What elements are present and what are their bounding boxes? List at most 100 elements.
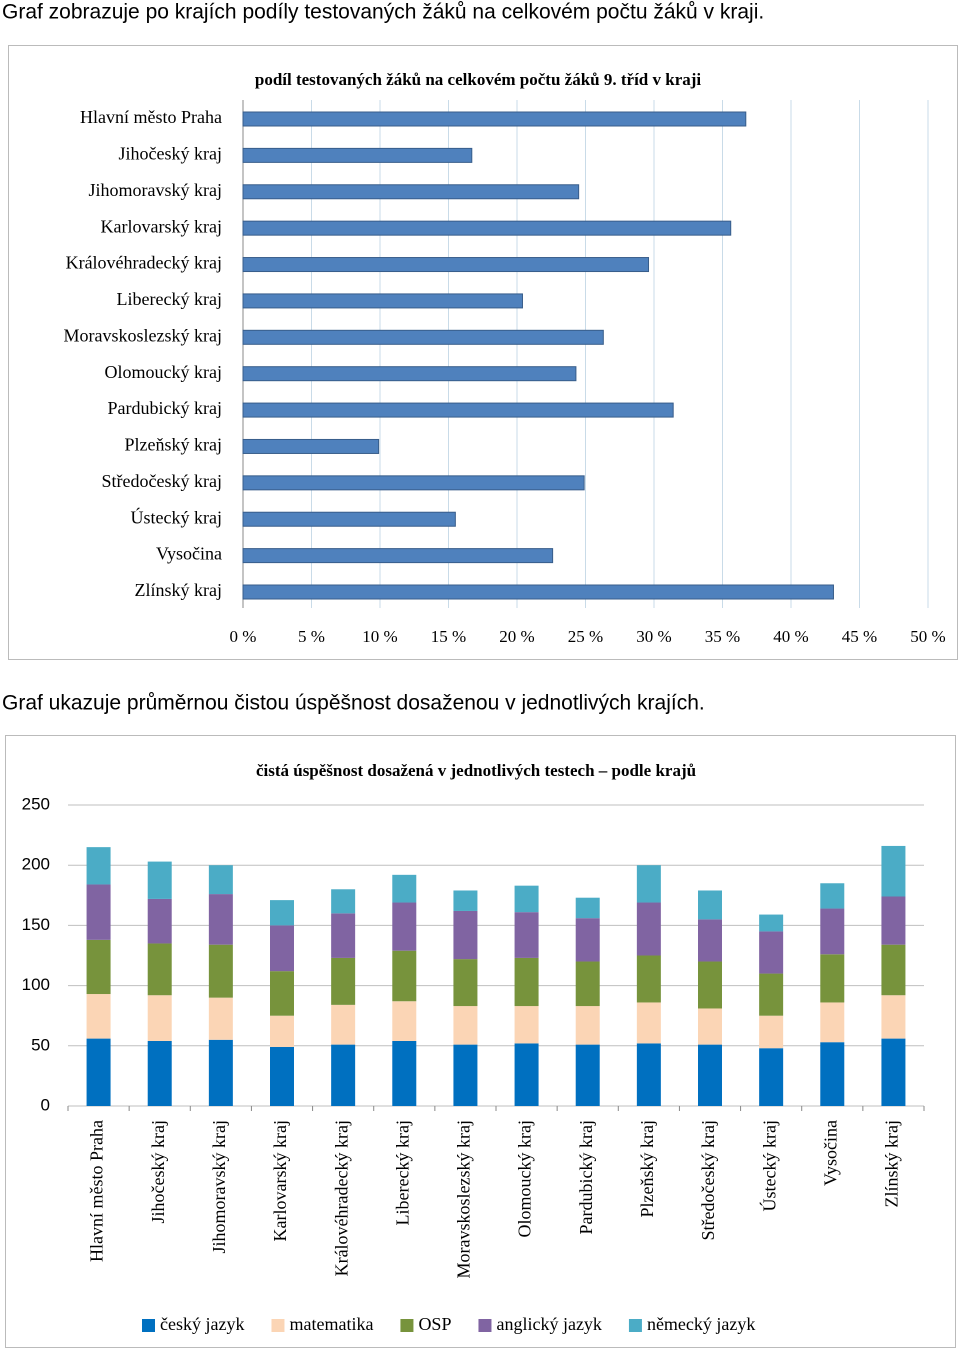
bar-segment bbox=[453, 1006, 478, 1045]
bar-segment bbox=[698, 1044, 722, 1106]
bar-segment bbox=[147, 995, 172, 1041]
x-tick-label: 0 % bbox=[230, 627, 257, 646]
bar-segment bbox=[147, 898, 172, 944]
bar-segment bbox=[270, 971, 294, 1016]
bar-segment bbox=[514, 957, 539, 1007]
y-tick-label: 250 bbox=[22, 794, 50, 813]
bar-segment bbox=[636, 1002, 661, 1044]
bar-segment bbox=[331, 1044, 356, 1106]
bar-segment bbox=[270, 1015, 294, 1048]
x-tick-label: Jihomoravský kraj bbox=[209, 1120, 229, 1253]
bar-segment bbox=[208, 944, 233, 998]
bar-segment bbox=[453, 890, 478, 911]
bar-segment bbox=[636, 902, 661, 956]
bar-segment bbox=[636, 1043, 661, 1106]
x-tick-label: 35 % bbox=[705, 627, 740, 646]
bar-segment bbox=[759, 973, 784, 1016]
bar bbox=[242, 147, 473, 163]
bar bbox=[242, 366, 577, 382]
y-tick-label: Moravskoslezský kraj bbox=[64, 325, 222, 345]
bar-segment bbox=[392, 1001, 417, 1041]
x-tick-label: 5 % bbox=[298, 627, 325, 646]
bar-segment bbox=[453, 959, 478, 1007]
x-tick-label: Karlovarský kraj bbox=[270, 1120, 290, 1241]
bar-segment bbox=[86, 884, 111, 940]
bar bbox=[242, 475, 585, 491]
bar-segment bbox=[208, 1039, 233, 1106]
y-tick-label: Středočeský kraj bbox=[102, 471, 222, 491]
x-tick-label: Olomoucký kraj bbox=[515, 1120, 535, 1237]
bar bbox=[242, 548, 554, 564]
bar bbox=[242, 257, 650, 273]
y-tick-label: 150 bbox=[22, 915, 50, 934]
x-tick-label: 30 % bbox=[636, 627, 671, 646]
bar-segment bbox=[820, 908, 845, 955]
x-tick-label: Pardubický kraj bbox=[576, 1120, 596, 1234]
bar-segment bbox=[698, 961, 722, 1009]
bar-segment bbox=[820, 883, 845, 909]
y-tick-label: Liberecký kraj bbox=[117, 289, 222, 309]
chart-frame bbox=[8, 45, 958, 660]
bar-segment bbox=[86, 1038, 111, 1106]
x-tick-label: Jihočeský kraj bbox=[148, 1120, 168, 1223]
bar-segment bbox=[575, 1006, 600, 1045]
chart-title: čistá úspěšnost dosažená v jednotlivých … bbox=[256, 761, 696, 780]
caption: Graf zobrazuje po krajích podíly testova… bbox=[2, 1, 764, 24]
bar-segment bbox=[208, 865, 233, 895]
y-tick-label: Olomoucký kraj bbox=[105, 362, 222, 382]
x-tick-label: 10 % bbox=[362, 627, 397, 646]
bar-segment bbox=[759, 1015, 784, 1049]
chart-2: 0 50 100 150 200 250 Hlavní město Praha Jihočes… bbox=[22, 794, 925, 1334]
bar-segment bbox=[514, 1006, 539, 1044]
bar-segment bbox=[575, 961, 600, 1007]
x-tick-label: Hlavní město Praha bbox=[87, 1120, 107, 1262]
bar-segment bbox=[881, 1038, 906, 1106]
y-tick-label: 200 bbox=[22, 855, 50, 874]
bar-segment bbox=[392, 902, 417, 951]
bar-segment bbox=[392, 950, 417, 1002]
bar-segment bbox=[881, 845, 906, 897]
bar-segment bbox=[698, 919, 722, 962]
y-tick-label: Zlínský kraj bbox=[135, 580, 223, 600]
bar-segment bbox=[759, 931, 784, 974]
y-tick-label: Královéhradecký kraj bbox=[66, 253, 222, 273]
legend-swatch bbox=[628, 1319, 642, 1332]
legend-label: OSP bbox=[418, 1314, 451, 1334]
x-tick-label: Ústecký kraj bbox=[758, 1120, 779, 1211]
x-tick-label: Středočeský kraj bbox=[698, 1120, 718, 1240]
bar-segment bbox=[698, 1008, 722, 1045]
y-tick-label: Jihočeský kraj bbox=[119, 144, 222, 164]
legend-swatch bbox=[142, 1319, 155, 1332]
caption: Graf ukazuje průměrnou čistou úspěšnost … bbox=[2, 692, 705, 715]
bar-segment bbox=[881, 995, 906, 1039]
bar-segment bbox=[453, 910, 478, 960]
y-tick-label: 50 bbox=[31, 1035, 50, 1054]
bar-segment bbox=[759, 914, 784, 932]
bar-segment bbox=[514, 912, 539, 958]
bar-segment bbox=[453, 1044, 478, 1106]
bar-segment bbox=[331, 1004, 356, 1045]
bar bbox=[242, 220, 732, 236]
bar-segment bbox=[86, 994, 111, 1039]
bar bbox=[242, 293, 523, 309]
x-tick-label: 40 % bbox=[773, 627, 808, 646]
bar-segment bbox=[759, 1048, 784, 1106]
legend-label: matematika bbox=[289, 1314, 373, 1334]
bar bbox=[242, 184, 580, 200]
bar-segment bbox=[331, 913, 356, 958]
bar-segment bbox=[575, 897, 600, 919]
bar-segment bbox=[270, 925, 294, 972]
x-tick-label: Zlínský kraj bbox=[882, 1120, 902, 1208]
bar-segment bbox=[208, 997, 233, 1040]
bar-segment bbox=[575, 1044, 600, 1106]
bar-segment bbox=[636, 955, 661, 1003]
bar-segment bbox=[86, 939, 111, 995]
bar-segment bbox=[86, 847, 111, 885]
bar-segment bbox=[270, 1047, 294, 1106]
legend-label: anglický jazyk bbox=[496, 1314, 601, 1334]
bar bbox=[242, 584, 834, 600]
y-tick-label: Pardubický kraj bbox=[108, 398, 222, 418]
bar-segment bbox=[698, 890, 722, 920]
